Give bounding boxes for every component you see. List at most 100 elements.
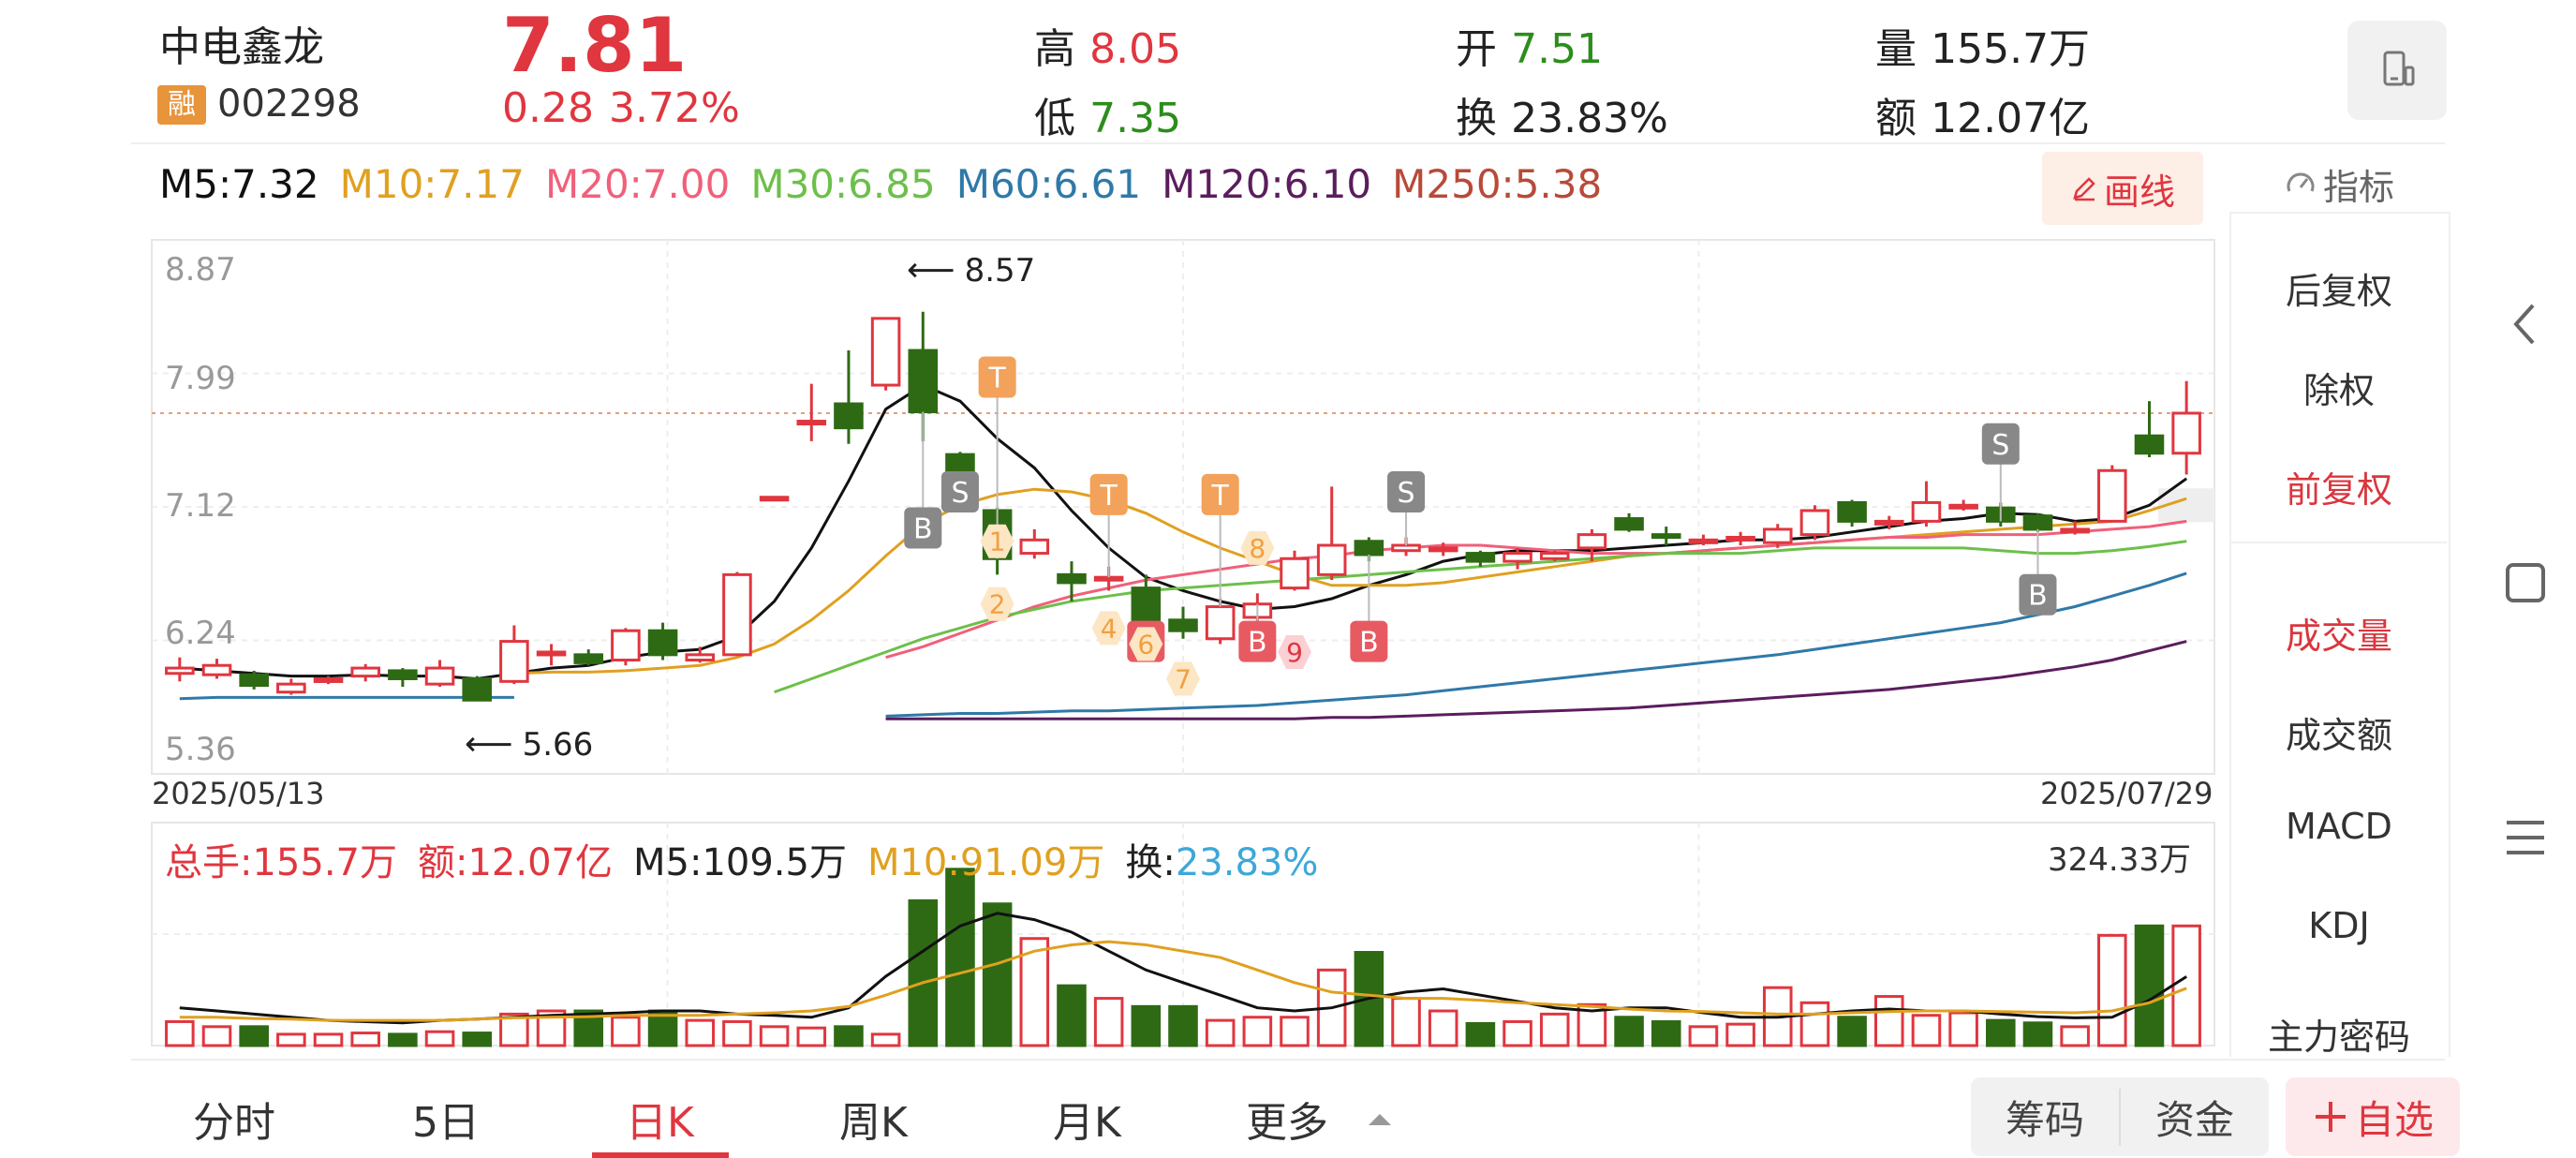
sell-signal-marker [1981, 423, 2020, 465]
side-menu-item[interactable]: 成交量 [2231, 607, 2447, 659]
volume-max: 324.33万 [2048, 841, 2191, 879]
candle-body [2022, 514, 2053, 531]
volume-bar [982, 902, 1013, 1047]
volume-bar [1019, 937, 1050, 1047]
tab-label: 分时 [193, 1099, 275, 1147]
tab-weekly-k[interactable]: 周K [839, 1089, 908, 1149]
side-menu: 后复权 除权 前复权 成交量 成交额 MACD KDJ 主力密码 [2229, 212, 2450, 1057]
ma-legend-item: M120:6.10 [1162, 161, 1372, 207]
volume-label: 量 [1875, 25, 1917, 73]
current-price: 7.81 [502, 2, 688, 89]
active-tab-indicator [592, 1152, 729, 1158]
high-value: 8.05 [1089, 25, 1182, 73]
buy-signal-marker [2019, 573, 2057, 616]
count-marker [1129, 627, 1163, 661]
device-rotate-icon [2383, 51, 2415, 86]
tab-daily-k[interactable]: 日K [626, 1089, 694, 1149]
volume-bar [1057, 984, 1087, 1047]
side-menu-label: 前复权 [2285, 469, 2392, 511]
volume-bar [1428, 1009, 1458, 1047]
volume-value: 155.7万 [1931, 25, 2091, 73]
quote-volume: 量 155.7万 [1875, 15, 2090, 75]
volume-bar [1242, 1016, 1273, 1047]
indicator-button[interactable]: 指标 [2284, 156, 2415, 212]
candle-body [1911, 500, 1942, 523]
candle-body [201, 663, 232, 676]
volume-bar [796, 1026, 827, 1047]
ma-legend-item: M5:7.32 [159, 161, 319, 207]
price-axis-label: 7.99 [165, 360, 236, 397]
candle-body [1837, 500, 1867, 523]
t-signal-marker-label: T [1099, 480, 1118, 512]
home-nav-button[interactable] [2497, 555, 2554, 611]
ma-legend: M5:7.32 M10:7.17 M20:7.00 M30:6.85 M60:6.61 M… [159, 161, 1602, 217]
tab-monthly-k[interactable]: 月K [1053, 1089, 1121, 1149]
candle-body [611, 629, 641, 662]
side-menu-label: 成交额 [2285, 715, 2392, 756]
ma-legend-item: M20:7.00 [544, 161, 731, 207]
open-label: 开 [1456, 25, 1497, 73]
volume-bar [1725, 1022, 1755, 1047]
side-menu-item[interactable]: MACD [2231, 806, 2447, 847]
candle-body [2171, 411, 2201, 455]
back-nav-button[interactable] [2497, 296, 2554, 352]
volume-bar [201, 1025, 232, 1047]
amount-value: 12.07亿 [1931, 95, 2091, 142]
side-menu-label: 成交量 [2285, 616, 2392, 657]
count-marker-label: 6 [1137, 629, 1154, 660]
volume-bar [1651, 1019, 1681, 1047]
end-date: 2025/07/29 [2040, 776, 2213, 811]
volume-bar [685, 1018, 716, 1047]
volume-amount: 额:12.07亿 [418, 841, 613, 884]
volume-bar [462, 1032, 493, 1047]
recents-nav-button[interactable] [2497, 809, 2554, 866]
candle-body [1948, 503, 1978, 510]
tab-5day[interactable]: 5日 [412, 1089, 480, 1149]
low-annotation-value: 5.66 [522, 725, 594, 764]
chips-button[interactable]: 筹码 [1971, 1088, 2121, 1146]
volume-bar [1503, 1019, 1532, 1047]
tab-intraday[interactable]: 分时 [193, 1089, 275, 1149]
quote-turnover: 换 23.83% [1456, 84, 1668, 144]
volume-bar [1205, 1018, 1236, 1047]
funds-button[interactable]: 资金 [2121, 1089, 2269, 1146]
add-watchlist-button[interactable]: 自选 [2286, 1077, 2460, 1156]
arrow-left-icon: ⟵ [907, 251, 955, 290]
quote-amount: 额 12.07亿 [1875, 84, 2090, 144]
candle-body [388, 669, 418, 680]
tab-more[interactable]: 更多 [1246, 1089, 1394, 1149]
candle-body [908, 349, 939, 414]
side-menu-item[interactable]: 成交额 [2231, 706, 2447, 758]
side-menu-label: MACD [2286, 806, 2392, 847]
price-axis-label: 6.24 [165, 615, 236, 652]
count-marker [1166, 661, 1200, 696]
side-menu-item[interactable]: KDJ [2231, 905, 2447, 946]
volume-ma5: M5:109.5万 [633, 841, 847, 884]
chips-funds-group: 筹码 资金 [1971, 1077, 2269, 1156]
draw-line-button[interactable]: 画线 [2042, 152, 2203, 225]
count-marker-label: 1 [989, 527, 1006, 557]
side-menu-item[interactable]: 主力密码 [2231, 1008, 2447, 1057]
tab-label: 周K [839, 1099, 908, 1147]
t-signal-marker [1201, 473, 1239, 515]
volume-bar [1986, 1018, 2016, 1047]
landscape-toggle-button[interactable] [2347, 21, 2447, 120]
side-menu-label: 除权 [2302, 370, 2375, 411]
volume-ma10-line [179, 940, 2187, 1022]
back-chevron-icon [2513, 304, 2535, 345]
side-menu-item[interactable]: 除权 [2231, 362, 2447, 413]
volume-bar [1688, 1025, 1719, 1047]
buy-signal-marker-label: B [913, 513, 933, 546]
candle-body [1762, 527, 1793, 544]
candle-body [573, 653, 604, 664]
low-annotation: ⟵ 5.66 [465, 725, 593, 764]
candle-body [1057, 572, 1087, 585]
volume-bar [908, 898, 939, 1047]
candle-body [350, 666, 380, 678]
side-menu-item[interactable]: 前复权 [2231, 461, 2447, 512]
price-change-pct: 3.72% [609, 84, 740, 132]
candle-body [685, 653, 716, 662]
candle-body [834, 402, 864, 430]
side-menu-item[interactable]: 后复权 [2231, 262, 2447, 314]
